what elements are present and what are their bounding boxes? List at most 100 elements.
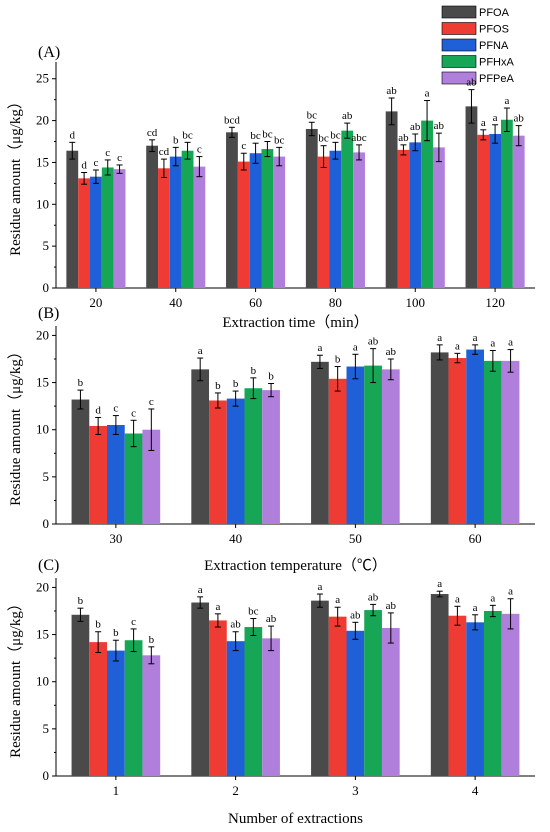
bar-pfna — [409, 142, 422, 288]
bar-pfpea — [512, 135, 525, 288]
bar-pfoa — [385, 111, 398, 288]
significance-label: a — [215, 601, 220, 613]
significance-label: ab — [368, 591, 379, 603]
significance-label: cd — [159, 146, 170, 158]
significance-label: c — [93, 157, 98, 169]
y-axis-title: Residue amount（μg/kg） — [7, 344, 24, 506]
bar-pfna — [169, 156, 182, 288]
bar-pfna — [346, 366, 365, 524]
bar-pfhxa — [101, 167, 114, 288]
significance-label: ab — [466, 77, 477, 89]
significance-label: a — [437, 332, 442, 344]
bar-pfpea — [142, 655, 161, 776]
bar-pfna — [90, 176, 102, 288]
legend-label-pfhxa: PFHxA — [479, 57, 515, 69]
legend-swatch-pfoa — [441, 5, 477, 19]
y-tick-label: 0 — [43, 280, 50, 295]
significance-label: ab — [434, 120, 445, 132]
significance-label: a — [490, 592, 495, 604]
legend-swatch-pfhxa — [441, 55, 477, 68]
bar-pfpea — [381, 369, 400, 524]
legend-swatch-pfpea — [441, 71, 477, 85]
y-tick-label: 20 — [36, 327, 49, 342]
y-tick-label: 5 — [43, 469, 50, 484]
bar-pfoa — [465, 106, 478, 288]
bar-pfpea — [273, 156, 286, 288]
x-tick-label: 2 — [232, 783, 239, 798]
x-tick-label: 120 — [485, 295, 505, 310]
significance-label: a — [353, 341, 358, 353]
significance-label: ab — [350, 609, 361, 621]
bar-pfos — [328, 616, 347, 776]
significance-label: d — [95, 404, 101, 416]
y-tick-label: 20 — [36, 113, 49, 128]
significance-label: b — [335, 354, 341, 366]
significance-label: bc — [248, 606, 259, 618]
bar-pfoa — [305, 128, 318, 288]
significance-label: a — [198, 584, 203, 596]
bar-pfhxa — [364, 610, 382, 776]
significance-label: d — [81, 159, 87, 171]
significance-label: d — [70, 129, 76, 141]
bar-pfpea — [193, 166, 206, 288]
significance-label: a — [335, 594, 340, 606]
bar-pfoa — [311, 361, 329, 524]
bar-pfpea — [501, 613, 520, 776]
significance-label: ab — [342, 110, 353, 122]
y-tick-label: 20 — [36, 579, 49, 594]
significance-label: b — [149, 634, 155, 646]
bar-pfpea — [142, 429, 161, 524]
significance-label: cd — [147, 127, 158, 139]
bar-pfpea — [432, 147, 445, 288]
significance-label: ab — [410, 121, 421, 133]
chart-panel-2: (B) 0 5 10 15 20 Residue amount（μg/kg） Extracti… — [7, 305, 535, 574]
bar-pfos — [89, 425, 108, 524]
significance-label: a — [317, 342, 322, 354]
y-tick-label: 15 — [36, 375, 49, 390]
x-tick-label: 80 — [329, 295, 342, 310]
significance-label: c — [117, 152, 122, 164]
bar-pfpea — [262, 638, 280, 776]
significance-label: c — [131, 616, 136, 628]
bar-pfos — [89, 642, 108, 776]
significance-label: b — [173, 134, 179, 146]
y-tick-label: 5 — [43, 721, 50, 736]
y-tick-label: 10 — [36, 674, 49, 689]
y-tick-label: 15 — [36, 154, 49, 169]
significance-label: a — [508, 586, 513, 598]
y-tick-label: 0 — [43, 516, 50, 531]
significance-label: abc — [351, 132, 366, 144]
chart-panel-1: (A) 0 5 10 15 20 25 Residue amount（μg/kg） Extrac… — [7, 44, 535, 331]
panel-label: (A) — [38, 44, 60, 61]
bar-pfhxa — [124, 640, 143, 776]
bar-pfoa — [146, 145, 159, 288]
significance-label: b — [78, 595, 84, 607]
legend-label-pfoa: PFOA — [479, 7, 510, 19]
legend-swatch-pfna — [441, 38, 477, 52]
bar-pfos — [317, 156, 330, 288]
y-tick-label: 5 — [43, 238, 50, 253]
bar-pfpea — [113, 169, 126, 288]
significance-label: a — [425, 88, 430, 100]
y-tick-label: 25 — [36, 71, 49, 86]
bar-pfhxa — [261, 149, 274, 288]
bar-pfna — [226, 641, 245, 776]
significance-label: c — [241, 140, 246, 152]
x-axis-title: Extraction time（min） — [222, 314, 368, 331]
significance-label: c — [197, 144, 202, 156]
significance-label: bc — [274, 134, 285, 146]
significance-label: b — [78, 377, 84, 389]
bar-pfoa — [66, 150, 79, 288]
bar-pfos — [328, 378, 347, 524]
significance-label: a — [455, 593, 460, 605]
bar-pfhxa — [364, 365, 382, 524]
bar-pfna — [466, 622, 484, 776]
bar-pfhxa — [500, 119, 513, 288]
bar-pfos — [448, 358, 467, 524]
bar-pfoa — [71, 614, 90, 776]
x-tick-label: 1 — [113, 783, 120, 798]
x-tick-label: 20 — [89, 295, 102, 310]
x-axis-title: Extraction temperature（℃） — [204, 557, 387, 574]
